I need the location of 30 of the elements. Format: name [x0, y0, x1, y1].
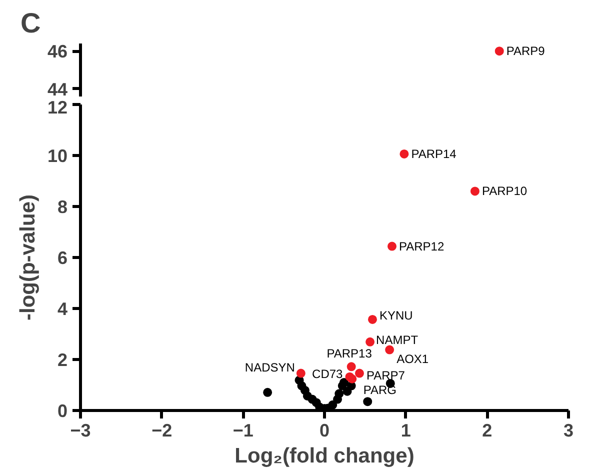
annotation: NAMPT	[376, 332, 419, 347]
annotation: PARP12	[399, 239, 444, 254]
annotation: PARP7	[366, 368, 406, 382]
x-axis-title: Log₂(fold change)	[234, 444, 414, 468]
annotation: NADSYN	[244, 360, 295, 374]
x-tick-label: 0	[319, 420, 330, 440]
y-tick-label: 6	[57, 248, 68, 268]
chart-title: C	[20, 8, 41, 38]
y-tick-label: 8	[57, 197, 68, 217]
annotation: PARP9	[506, 44, 546, 58]
y-axis-title: -log(p-value)	[16, 194, 40, 320]
x-tick-label: 1	[400, 420, 411, 440]
annotation: AOX1	[396, 352, 429, 366]
x-tick-label: −1	[232, 420, 254, 440]
annotation: CD73	[312, 366, 344, 381]
y-tick-label: 0	[57, 401, 68, 421]
x-tick-label: 2	[482, 420, 492, 440]
x-tick-label: −3	[70, 420, 91, 440]
y-tick-label: 4	[57, 299, 68, 319]
y-tick-label: 10	[47, 146, 68, 166]
annotation: PARP10	[482, 184, 528, 198]
x-tick-label: −2	[152, 420, 172, 440]
x-tick-label: 3	[563, 420, 574, 440]
y-tick-label: 12	[47, 98, 68, 118]
y-tick-label: 46	[47, 42, 68, 62]
annotation: PARP14	[411, 146, 457, 161]
y-tick-label: 2	[57, 350, 68, 370]
y-tick-label: 44	[47, 79, 68, 100]
annotation: KYNU	[379, 308, 413, 322]
annotation: PARP13	[326, 346, 372, 361]
